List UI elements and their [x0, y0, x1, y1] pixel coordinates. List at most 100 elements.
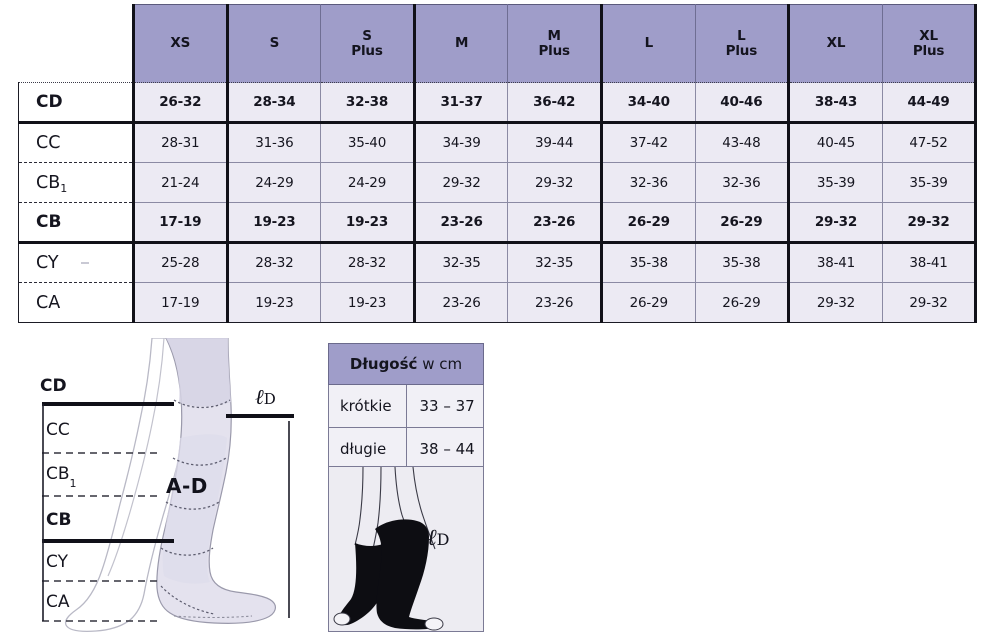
cell-cb-l: 26-29: [599, 202, 696, 244]
cell-cb1-xl-plus: 35-39: [881, 162, 978, 203]
rear-leg-outline: [354, 466, 364, 546]
leg-level-label-cb1: CB1: [46, 464, 77, 491]
cell-cd-l-plus: 40-46: [694, 82, 790, 124]
cell-cy-xl: 38-41: [787, 242, 883, 283]
column-header-xl: XL: [787, 4, 883, 83]
ld-script-symbol: ℓ: [255, 385, 264, 409]
cy-tick-mark: [80, 262, 89, 264]
stocking-illustration-panel: ℓD: [328, 466, 484, 632]
cell-cc-s: 31-36: [225, 122, 322, 163]
column-header-line1: M: [454, 35, 469, 51]
cell-cc-l-plus: 43-48: [694, 122, 790, 163]
size-chart-table: XS S S Plus M M Plus: [18, 4, 978, 323]
table-row: CB1 21-24 24-29 24-29 29-32 29-32 32-36 …: [18, 162, 978, 203]
ld-length-label: ℓD: [255, 385, 276, 410]
cell-cd-xl: 38-43: [787, 82, 883, 124]
column-header-m-plus: M Plus: [507, 4, 602, 83]
length-table-row-short: krótkie 33 – 37: [328, 384, 484, 428]
stocking-ld-symbol: ℓ: [427, 525, 437, 551]
row-label-text: CD: [36, 92, 63, 112]
cell-cb1-s: 24-29: [225, 162, 322, 203]
band-dotted-1: [173, 399, 231, 409]
leg-diagram-labels: CD CC CB1 CB CY CA: [14, 338, 314, 638]
column-header-l: L: [599, 4, 696, 83]
front-leg-outline-2: [412, 466, 436, 550]
leg-measurement-diagram: [42, 338, 294, 632]
size-chart-table-container: XS S S Plus M M Plus: [18, 4, 978, 323]
row-label-text: CC: [36, 133, 61, 153]
leg-level-label-cb: CB: [46, 510, 72, 530]
table-row: CB 17-19 19-23 19-23 23-26 23-26 26-29 2…: [18, 202, 978, 244]
row-label-text: CB: [36, 212, 62, 232]
column-header-line2: Plus: [912, 42, 945, 59]
row-label-text: CA: [36, 292, 61, 313]
leg-level-subscript: 1: [69, 477, 77, 491]
length-table-row-long: długie 38 – 44: [328, 427, 484, 471]
band-dotted-3: [165, 501, 220, 510]
length-table: Długość w cm krótkie 33 – 37 długie 38 –…: [328, 343, 484, 471]
cell-cb-l-plus: 26-29: [694, 202, 790, 244]
cell-cy-m: 32-35: [412, 242, 509, 283]
row-label-cb1: CB1: [18, 162, 135, 203]
rear-foot-toe: [333, 612, 351, 626]
row-label-text: CY: [36, 253, 59, 273]
ld-subscript: D: [263, 390, 276, 408]
length-row-range-short: 33 – 37: [405, 384, 484, 428]
cell-cb-m: 23-26: [412, 202, 509, 244]
cell-ca-s: 19-23: [225, 282, 322, 323]
stocking-legs-illustration: [333, 466, 444, 631]
cell-cb-s: 19-23: [225, 202, 322, 244]
cell-ca-m: 23-26: [412, 282, 509, 323]
size-chart-header-row: XS S S Plus M M Plus: [18, 4, 978, 83]
column-header-s-plus: S Plus: [320, 4, 415, 83]
column-header-line1: S: [269, 35, 280, 51]
row-label-subscript: 1: [60, 181, 68, 195]
cell-ca-l-plus: 26-29: [694, 282, 790, 323]
cell-cy-m-plus: 32-35: [507, 242, 602, 283]
leg-level-label-cy: CY: [46, 552, 68, 572]
cell-cd-l: 34-40: [599, 82, 696, 124]
cell-ca-xl-plus: 29-32: [881, 282, 978, 323]
cell-cy-l: 35-38: [599, 242, 696, 283]
cell-cc-m: 34-39: [412, 122, 509, 163]
column-header-line2: Plus: [351, 42, 383, 59]
cell-cy-xl-plus: 38-41: [881, 242, 978, 283]
table-row: CD 26-32 28-34 32-38 31-37 36-42 34-40 4…: [18, 82, 978, 124]
table-row: CA 17-19 19-23 19-23 23-26 23-26 26-29 2…: [18, 282, 978, 323]
band-dotted-ankle: [160, 585, 215, 615]
column-header-line1: XL: [919, 27, 938, 44]
cell-cd-xl-plus: 44-49: [881, 82, 978, 124]
cell-cc-m-plus: 39-44: [507, 122, 602, 163]
cell-cb1-l-plus: 32-36: [694, 162, 790, 203]
column-header-line1: M: [547, 27, 561, 44]
column-header-line1: L: [737, 27, 746, 44]
cell-cc-xl-plus: 47-52: [881, 122, 978, 163]
cell-cb-xs: 17-19: [132, 202, 228, 244]
cell-cd-s: 28-34: [225, 82, 322, 124]
column-header-line1: XS: [170, 35, 191, 51]
length-title-unit: w cm: [417, 355, 463, 373]
cell-cb1-xl: 35-39: [787, 162, 883, 203]
length-row-name-long: długie: [328, 427, 407, 471]
cell-ca-xs: 17-19: [132, 282, 228, 323]
stocking-ld-label: ℓD: [427, 525, 449, 551]
cell-cc-xs: 28-31: [132, 122, 228, 163]
row-label-ca: CA: [18, 282, 135, 323]
front-black-stocking: [375, 519, 440, 630]
cell-ca-l: 26-29: [599, 282, 696, 323]
column-header-m: M: [412, 4, 509, 83]
row-label-text: CB: [36, 172, 61, 193]
cell-cc-s-plus: 35-40: [320, 122, 415, 163]
rear-black-stocking: [339, 543, 385, 626]
rear-leg-outline-2: [371, 466, 382, 554]
cell-cy-s: 28-32: [225, 242, 322, 283]
cell-cb1-l: 32-36: [599, 162, 696, 203]
length-row-range-long: 38 – 44: [405, 427, 484, 471]
cell-cc-xl: 40-45: [787, 122, 883, 163]
row-label-cy: CY: [18, 242, 135, 283]
column-header-xl-plus: XL Plus: [881, 4, 978, 83]
row-label-cc: CC: [18, 122, 135, 163]
cell-cb1-m-plus: 29-32: [507, 162, 602, 203]
cell-cd-m: 31-37: [412, 82, 509, 124]
leg-level-label-cc: CC: [46, 420, 70, 440]
